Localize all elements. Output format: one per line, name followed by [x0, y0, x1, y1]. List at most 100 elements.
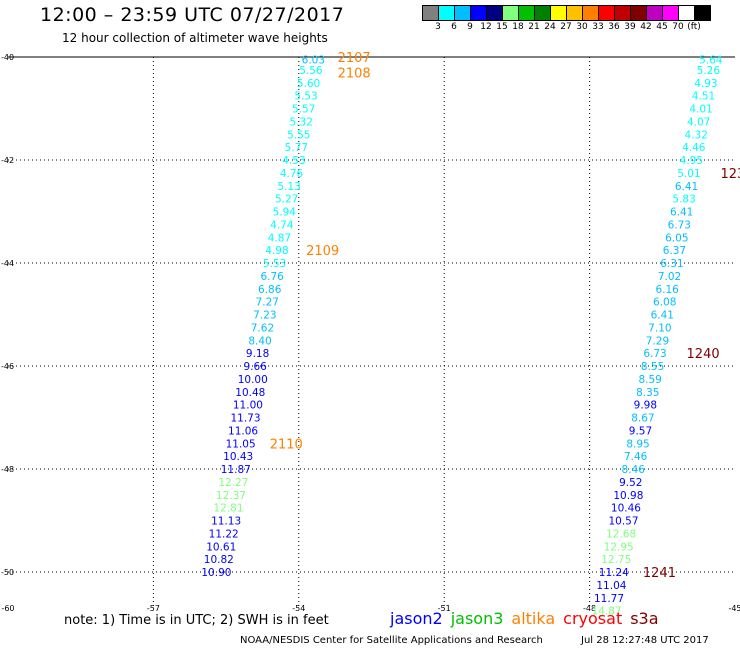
swh-value: 5.94	[273, 207, 297, 219]
satellite-legend: jason2 jason3 altika cryosat s3a	[390, 609, 667, 628]
swh-value: 5.53	[294, 91, 317, 103]
colorbar-label: 24	[544, 22, 556, 32]
time-label: 1239	[720, 167, 740, 182]
swh-value: 4.32	[685, 129, 708, 141]
colorbar-label: 3	[435, 22, 441, 32]
swh-value: 6.76	[260, 271, 284, 283]
swh-value: 6.05	[665, 232, 688, 244]
swh-value: 4.46	[682, 142, 706, 154]
colorbar-label: (ft)	[687, 22, 701, 32]
colorbar-label: 27	[560, 22, 572, 32]
swh-value: 6.37	[663, 245, 686, 257]
swh-value: 5.26	[697, 65, 721, 77]
swh-value: 10.98	[613, 490, 643, 502]
swh-value: 8.40	[248, 335, 271, 347]
swh-value: 6.41	[670, 207, 693, 219]
time-label: 1241	[643, 566, 676, 581]
swh-value: 5.53	[263, 258, 286, 270]
swh-value: 9.18	[246, 348, 269, 360]
swh-value: 5.55	[287, 129, 310, 141]
swh-value: 6.41	[675, 181, 698, 193]
note-text: note: 1) Time is in UTC; 2) SWH is in fe…	[64, 613, 329, 628]
swh-value: 9.66	[243, 361, 267, 373]
colorbar-label: 21	[528, 22, 540, 32]
swh-value: 11.13	[211, 516, 241, 528]
swh-value: 12.27	[218, 477, 248, 489]
lat-tick-label: -50	[1, 568, 14, 577]
track-east: 5.645.264.934.514.014.074.324.464.955.01…	[592, 55, 723, 618]
swh-value: 11.06	[228, 425, 258, 437]
swh-value: 4.07	[687, 116, 710, 128]
swh-value: 8.35	[636, 387, 659, 399]
swh-value: 11.24	[599, 567, 629, 579]
swh-value: 4.74	[270, 219, 294, 231]
swh-value: 6.31	[660, 258, 683, 270]
colorbar-label: 12	[480, 22, 492, 32]
swh-value: 6.73	[668, 219, 691, 231]
swh-value: 5.64	[699, 55, 723, 67]
swh-value: 5.56	[299, 65, 323, 77]
swh-tracks: 6.035.565.605.535.575.325.555.774.534.76…	[201, 55, 722, 618]
map-subtitle: 12 hour collection of altimeter wave hei…	[62, 31, 328, 45]
swh-value: 10.00	[238, 374, 268, 386]
swh-value: 8.95	[626, 438, 649, 450]
colorbar-label: 15	[496, 22, 508, 32]
footer-credit: NOAA/NESDIS Center for Satellite Applica…	[240, 635, 543, 646]
swh-value: 11.04	[596, 580, 626, 592]
colorbar-label: 30	[576, 22, 588, 32]
colorbar-label: 39	[624, 22, 636, 32]
swh-value: 6.86	[258, 284, 282, 296]
swh-value: 6.73	[643, 348, 666, 360]
swh-value: 10.57	[608, 516, 638, 528]
swh-value: 5.60	[297, 78, 320, 90]
time-label: 2109	[306, 244, 339, 259]
swh-value: 14.87	[592, 606, 622, 618]
swh-value: 6.16	[655, 284, 679, 296]
time-label: 2110	[270, 437, 303, 452]
swh-value: 11.87	[221, 464, 251, 476]
lon-tick-label: -45	[728, 604, 740, 613]
legend-jason3: jason3	[450, 609, 504, 628]
swh-value: 7.62	[251, 322, 274, 334]
swh-value: 6.03	[302, 55, 325, 67]
swh-value: 10.61	[206, 541, 236, 553]
lat-tick-label: -42	[1, 156, 14, 165]
swh-value: 11.05	[226, 438, 256, 450]
swh-value: 4.51	[692, 91, 715, 103]
colorbar-label: 45	[656, 22, 668, 32]
map-grid	[8, 56, 735, 606]
swh-value: 4.87	[268, 232, 291, 244]
swh-value: 6.08	[653, 297, 676, 309]
swh-value: 12.68	[606, 528, 636, 540]
swh-value: 10.48	[235, 387, 265, 399]
swh-value: 11.22	[209, 528, 239, 540]
lon-tick-label: -51	[438, 604, 451, 613]
swh-value: 11.00	[233, 400, 263, 412]
swh-value: 4.53	[282, 155, 305, 167]
swh-value: 7.23	[253, 310, 276, 322]
swh-value: 12.81	[213, 503, 243, 515]
map-title: 12:00 – 23:59 UTC 07/27/2017	[40, 4, 345, 26]
lat-tick-label: -44	[1, 259, 14, 268]
swh-value: 11.73	[230, 413, 260, 425]
track-west: 6.035.565.605.535.575.325.555.774.534.76…	[201, 55, 325, 579]
footer-timestamp: Jul 28 12:27:48 UTC 2017	[581, 635, 709, 646]
lon-tick-label: -54	[292, 604, 305, 613]
swh-value: 10.82	[204, 554, 234, 566]
swh-value: 7.10	[648, 322, 671, 334]
swh-value: 5.83	[672, 194, 695, 206]
lon-tick-label: -60	[1, 604, 14, 613]
swh-value: 5.77	[285, 142, 308, 154]
swh-value: 5.32	[290, 116, 313, 128]
colorbar	[422, 5, 711, 21]
swh-value: 10.90	[201, 567, 231, 579]
swh-value: 8.46	[622, 464, 646, 476]
swh-value: 8.67	[631, 413, 654, 425]
swh-value: 4.95	[680, 155, 703, 167]
swh-value: 5.27	[275, 194, 298, 206]
colorbar-label: 42	[640, 22, 652, 32]
swh-value: 9.52	[619, 477, 642, 489]
colorbar-label: 36	[608, 22, 620, 32]
swh-value: 4.76	[280, 168, 304, 180]
lat-tick-label: -40	[1, 53, 14, 62]
